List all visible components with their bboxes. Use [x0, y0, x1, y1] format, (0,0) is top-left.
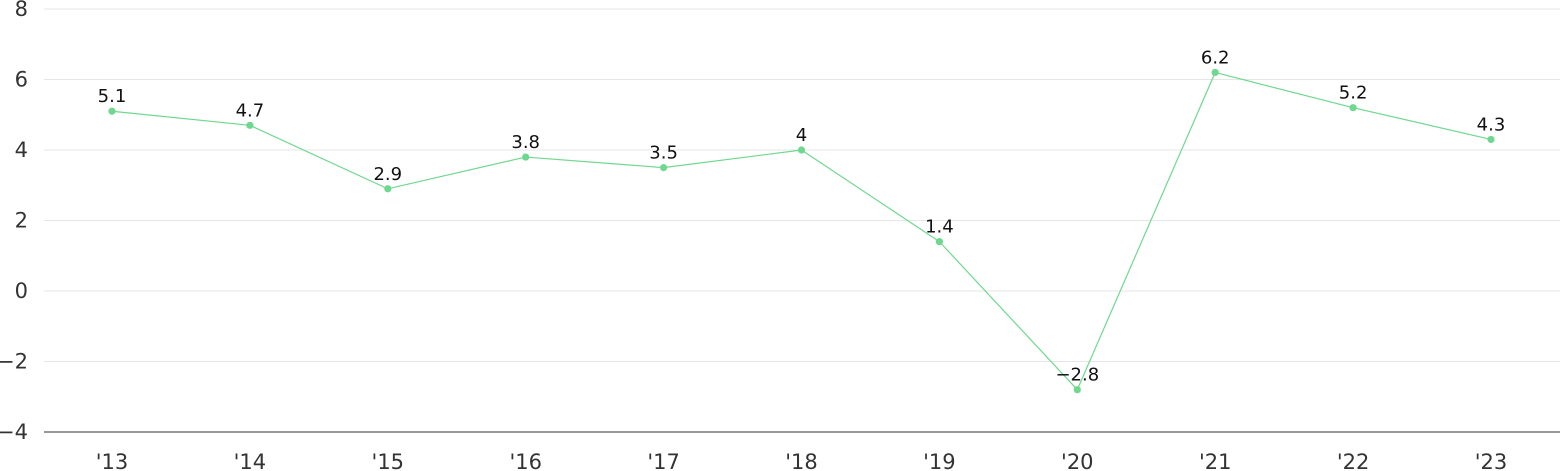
- data-label: 1.4: [925, 217, 954, 238]
- y-tick-label: 6: [15, 68, 28, 92]
- data-label: 4.7: [236, 100, 265, 121]
- series-line: [111, 71, 1492, 391]
- data-label: 4.3: [1477, 114, 1506, 135]
- x-tick-label: '23: [1475, 450, 1508, 471]
- x-tick-label: '16: [509, 450, 542, 471]
- data-point: [522, 153, 530, 161]
- x-tick-label: '18: [785, 450, 818, 471]
- data-point: [797, 146, 806, 154]
- data-label: 4: [796, 125, 807, 146]
- y-tick-label: −2: [0, 350, 28, 374]
- data-label: 6.2: [1201, 47, 1230, 68]
- data-label: 5.2: [1339, 83, 1368, 104]
- data-point: [660, 164, 668, 172]
- data-point: [246, 121, 254, 129]
- x-tick-label: '19: [923, 450, 956, 471]
- y-tick-label: 8: [15, 0, 28, 21]
- data-label: 2.9: [373, 164, 402, 185]
- data-label: 3.5: [649, 143, 678, 164]
- data-point: [1211, 68, 1219, 77]
- data-point: [1073, 386, 1081, 394]
- data-point: [1487, 135, 1495, 144]
- x-tick-label: '14: [234, 450, 267, 471]
- data-label: 3.8: [511, 132, 540, 153]
- grid-layer: [44, 8, 1560, 362]
- data-point: [935, 238, 944, 246]
- y-tick-label: −4: [0, 420, 28, 444]
- data-point: [1349, 104, 1357, 112]
- x-tick-label: '13: [96, 450, 129, 471]
- data-point: [384, 185, 392, 193]
- x-tick-label: '17: [647, 450, 680, 471]
- data-label: −2.8: [1055, 365, 1099, 386]
- x-tick-label: '22: [1337, 450, 1370, 471]
- data-labels: 5.1 4.7 2.9 3.8 3.5 4 1.4 −2.8 6.2 5.2 4.3: [98, 47, 1506, 385]
- x-tick-label: '20: [1061, 450, 1094, 471]
- data-label: 5.1: [98, 86, 127, 107]
- y-tick-label: 0: [15, 279, 28, 303]
- y-tick-label: 2: [15, 209, 28, 233]
- x-axis: '13 '14 '15 '16 '17 '18 '19 '20 '21 '22 '23: [44, 431, 1560, 471]
- x-tick-label: '15: [372, 450, 405, 471]
- y-tick-label: 4: [15, 138, 28, 162]
- y-axis: 8 6 4 2 0 −2 −4: [0, 0, 28, 444]
- data-point: [108, 107, 116, 115]
- x-tick-label: '21: [1199, 450, 1232, 471]
- series-layer: [108, 68, 1495, 394]
